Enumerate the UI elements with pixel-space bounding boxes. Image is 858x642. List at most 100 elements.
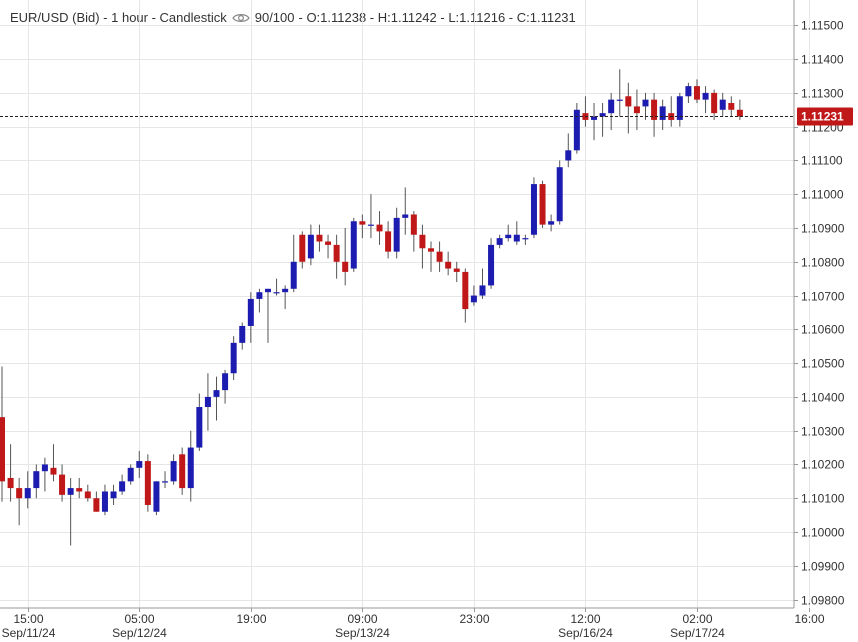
candle-up bbox=[24, 488, 31, 499]
candle-down bbox=[711, 92, 718, 114]
candle-up bbox=[196, 407, 203, 448]
candle-down bbox=[376, 224, 383, 232]
candle-up bbox=[488, 244, 495, 286]
symbol-title: EUR/USD (Bid) - 1 hour - Candlestick bbox=[10, 10, 227, 25]
y-tick-label: 1.10000 bbox=[801, 526, 845, 540]
candle-up bbox=[127, 467, 134, 482]
candle-up bbox=[264, 288, 271, 293]
candle-up bbox=[273, 292, 280, 294]
y-tick-label: 1.10300 bbox=[801, 425, 845, 439]
x-tick-date: Sep/16/24 bbox=[558, 626, 613, 640]
candle-up bbox=[307, 234, 314, 259]
candle-down bbox=[93, 498, 100, 512]
chart-header: EUR/USD (Bid) - 1 hour - Candlestick 90/… bbox=[10, 10, 576, 25]
x-tick-time: 16:00 bbox=[794, 612, 824, 626]
candle-down bbox=[736, 109, 743, 117]
candle-up bbox=[282, 288, 289, 293]
candle-up bbox=[676, 96, 683, 120]
candle-down bbox=[179, 454, 186, 489]
candle-up bbox=[290, 261, 297, 289]
y-tick-label: 1.09800 bbox=[801, 594, 845, 608]
candle-up bbox=[256, 292, 263, 299]
candle-down bbox=[728, 103, 735, 110]
candle-down bbox=[410, 214, 417, 235]
candle-up bbox=[565, 150, 572, 161]
candle-down bbox=[316, 234, 323, 242]
candle-down bbox=[462, 271, 469, 310]
candle-down bbox=[539, 184, 546, 225]
candle-up bbox=[513, 234, 520, 242]
candle-down bbox=[385, 231, 392, 252]
visibility-value: 90/100 bbox=[254, 10, 295, 25]
candle-down bbox=[428, 248, 434, 252]
grid-lines bbox=[0, 0, 810, 608]
candle-up bbox=[247, 298, 254, 326]
candle-down bbox=[144, 461, 151, 505]
candle-down bbox=[633, 106, 640, 114]
candle-up bbox=[162, 481, 169, 483]
y-tick-label: 1.10800 bbox=[801, 256, 845, 270]
x-tick-time: 12:00 bbox=[570, 612, 600, 626]
candle-down bbox=[7, 477, 14, 489]
candle-down bbox=[50, 467, 57, 475]
candle-down bbox=[651, 99, 658, 120]
candle-up bbox=[599, 113, 606, 117]
candle-up bbox=[479, 285, 486, 296]
x-tick-date: Sep/11/24 bbox=[2, 626, 56, 640]
price-axis: 1.09800 1.09900 1.10000 1.10100 1.10200 1.103… bbox=[794, 19, 845, 608]
candle-up bbox=[350, 221, 357, 269]
x-tick-date: Sep/13/24 bbox=[335, 626, 390, 640]
candle-up bbox=[548, 221, 555, 225]
y-tick-label: 1.10700 bbox=[801, 290, 845, 304]
x-tick-time: 23:00 bbox=[459, 612, 489, 626]
candle-up bbox=[367, 224, 374, 226]
x-tick-time: 09:00 bbox=[347, 612, 377, 626]
x-tick-date: Sep/17/24 bbox=[670, 626, 725, 640]
candle-down bbox=[333, 244, 340, 262]
y-tick-label: 1.10200 bbox=[801, 458, 845, 472]
y-tick-label: 1.09900 bbox=[801, 560, 845, 574]
y-tick-label: 1.10600 bbox=[801, 323, 845, 337]
candle-up bbox=[119, 481, 126, 492]
x-tick-time: 19:00 bbox=[236, 612, 266, 626]
candle-up bbox=[101, 491, 108, 512]
last-price-badge: 1.11231 bbox=[797, 107, 853, 126]
candle-up bbox=[522, 238, 529, 240]
candle-down bbox=[84, 491, 91, 499]
candle-down bbox=[693, 86, 700, 100]
candle-up bbox=[591, 116, 598, 120]
ohlc-readout: - O:1.11238 - H:1.11242 - L:1.11216 - C:… bbox=[298, 10, 576, 25]
y-tick-label: 1.10100 bbox=[801, 492, 845, 506]
candle-up bbox=[153, 481, 160, 512]
candle-up bbox=[616, 99, 623, 101]
candle-up bbox=[402, 214, 409, 218]
candle-down bbox=[445, 261, 452, 269]
y-tick-label: 1.10500 bbox=[801, 357, 845, 371]
candle-up bbox=[556, 167, 563, 222]
candle-down bbox=[625, 96, 632, 107]
y-tick-label: 1.11000 bbox=[801, 188, 844, 202]
candle-up bbox=[659, 106, 666, 120]
x-tick-time: 15:00 bbox=[13, 612, 43, 626]
candle-up bbox=[33, 471, 40, 489]
candle-down bbox=[59, 474, 66, 495]
y-tick-label: 1.10400 bbox=[801, 391, 845, 405]
x-tick-time: 02:00 bbox=[682, 612, 712, 626]
candle-down bbox=[419, 234, 426, 249]
eye-icon[interactable] bbox=[232, 12, 250, 24]
candle-down bbox=[436, 251, 443, 262]
y-tick-label: 1.11300 bbox=[801, 87, 844, 101]
candle-down bbox=[342, 261, 349, 272]
candle-down bbox=[16, 488, 23, 499]
candle-up bbox=[213, 390, 220, 397]
y-tick-label: 1.11400 bbox=[801, 53, 844, 67]
x-tick-date: Sep/12/24 bbox=[112, 626, 167, 640]
last-price-label: 1.11231 bbox=[801, 110, 844, 124]
candle-up bbox=[204, 396, 211, 408]
candle-up bbox=[230, 342, 237, 374]
candle-up bbox=[719, 99, 726, 110]
candle-up bbox=[505, 234, 512, 239]
candle-up bbox=[67, 488, 74, 495]
